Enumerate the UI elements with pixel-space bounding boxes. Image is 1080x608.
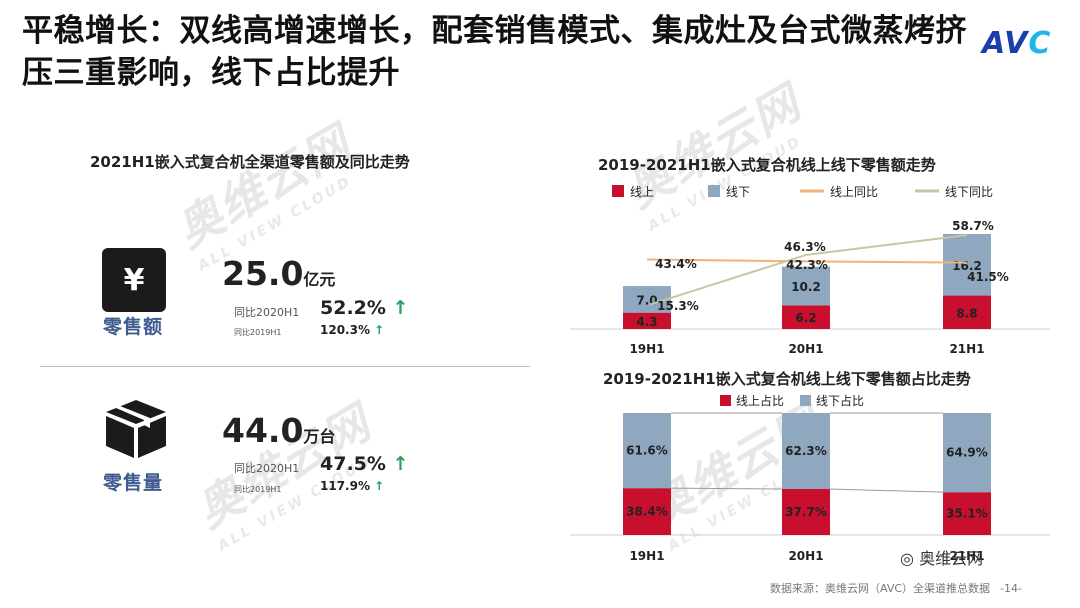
bar-offline-share [623, 413, 671, 489]
retail-volume-yoy2019-value: 117.9% ↑ [320, 479, 385, 493]
retail-amount-unit: 亿元 [303, 270, 336, 289]
x-tick-label: 19H1 [629, 342, 664, 356]
retail-amount-yoy2020-value: 52.2% ↑ [320, 297, 409, 319]
left-panel-title: 2021H1嵌入式复合机全渠道零售额及同比走势 [90, 153, 410, 171]
bar-online-share [943, 492, 991, 535]
box-icon [100, 398, 172, 460]
bar-offline-share [943, 413, 991, 493]
bar-label-offline: 10.2 [791, 280, 821, 294]
legend-swatch [720, 395, 731, 406]
bar-online [782, 305, 830, 329]
bar-label-offline-share: 62.3% [785, 444, 827, 458]
x-tick-label: 20H1 [788, 549, 823, 563]
retail-volume-yoy2020-value: 47.5% ↑ [320, 453, 409, 475]
series-connector [829, 488, 944, 493]
retail-volume-unit: 万台 [303, 427, 336, 446]
divider [40, 366, 530, 367]
legend-label: 线上占比 [736, 393, 784, 408]
legend-swatch [708, 185, 720, 197]
retail-volume-label: 零售量 [103, 472, 164, 494]
bar-label-online: 6.2 [795, 311, 816, 325]
retail-volume-yoy2019-label: 同比2019H1 [234, 485, 282, 494]
x-tick-label: 21H1 [949, 342, 984, 356]
legend-label: 线下同比 [945, 185, 993, 199]
x-tick-label: 19H1 [629, 549, 664, 563]
up-arrow-icon: ↑ [392, 297, 409, 319]
retail-amount-value: 25.0亿元 [222, 254, 336, 293]
legend-label: 线上 [630, 185, 654, 199]
bar-label-online-share: 38.4% [626, 505, 668, 519]
line-online-yoy [646, 258, 968, 264]
legend-label: 线下占比 [816, 393, 864, 408]
bar-offline [782, 266, 830, 306]
legend-label: 线上同比 [830, 185, 878, 199]
chart1-title: 2019-2021H1嵌入式复合机线上线下零售额走势 [598, 156, 936, 174]
bar-online-share [782, 489, 830, 535]
bar-label-online-share: 35.1% [946, 507, 988, 521]
bar-online [623, 312, 671, 329]
bar-label-offline-share: 64.9% [946, 446, 988, 460]
x-tick-label: 20H1 [788, 342, 823, 356]
footer: 数据来源：奥维云网（AVC）全渠道推总数据 -14- [770, 580, 1022, 596]
legend-label: 线下 [726, 185, 750, 199]
yen-bag-icon: ¥ [102, 248, 166, 312]
x-tick-label: 21H1 [949, 549, 984, 563]
bar-label-offline: 7.0 [636, 293, 657, 307]
retail-amount-yoy2019-label: 同比2019H1 [234, 328, 282, 337]
page-number: -14- [1000, 582, 1022, 595]
line-data-label: 58.7% [952, 219, 994, 233]
line-offline-yoy [649, 234, 968, 306]
retail-amount-yoy2020-label: 同比2020H1 [234, 306, 300, 319]
line-data-label: 43.4% [655, 257, 697, 271]
up-arrow-icon: ↑ [374, 479, 385, 493]
bar-offline [943, 234, 991, 296]
wechat-icon: ◎ [900, 549, 914, 568]
series-connector [670, 487, 783, 490]
retail-volume-yoy2020-label: 同比2020H1 [234, 462, 300, 475]
bar-label-online: 4.3 [636, 315, 657, 329]
line-data-label: 46.3% [784, 240, 826, 254]
avc-logo: AVC [982, 26, 1052, 61]
bar-label-online-share: 37.7% [785, 505, 827, 519]
retail-amount-label: 零售额 [103, 316, 164, 338]
bar-online-share [623, 488, 671, 535]
wechat-tag: ◎ 奥维云网 [900, 549, 984, 568]
legend-swatch [800, 395, 811, 406]
up-arrow-icon: ↑ [374, 323, 385, 337]
bar-offline-share [782, 413, 830, 490]
chart2-title: 2019-2021H1嵌入式复合机线上线下零售额占比走势 [603, 370, 971, 388]
retail-volume-value: 44.0万台 [222, 411, 336, 450]
legend-swatch [612, 185, 624, 197]
page-title: 平稳增长：双线高增速增长，配套销售模式、集成灶及台式微蒸烤挤压三重影响，线下占比… [22, 13, 967, 91]
up-arrow-icon: ↑ [392, 453, 409, 475]
line-data-label: 41.5% [967, 270, 1009, 284]
line-data-label: 42.3% [786, 258, 828, 272]
line-data-label: 15.3% [657, 299, 699, 313]
retail-amount-yoy2019-value: 120.3% ↑ [320, 323, 385, 337]
bar-label-offline-share: 61.6% [626, 444, 668, 458]
bar-online [943, 295, 991, 329]
footer-source: 数据来源：奥维云网（AVC）全渠道推总数据 [770, 582, 991, 595]
bar-label-online: 8.8 [956, 306, 977, 320]
